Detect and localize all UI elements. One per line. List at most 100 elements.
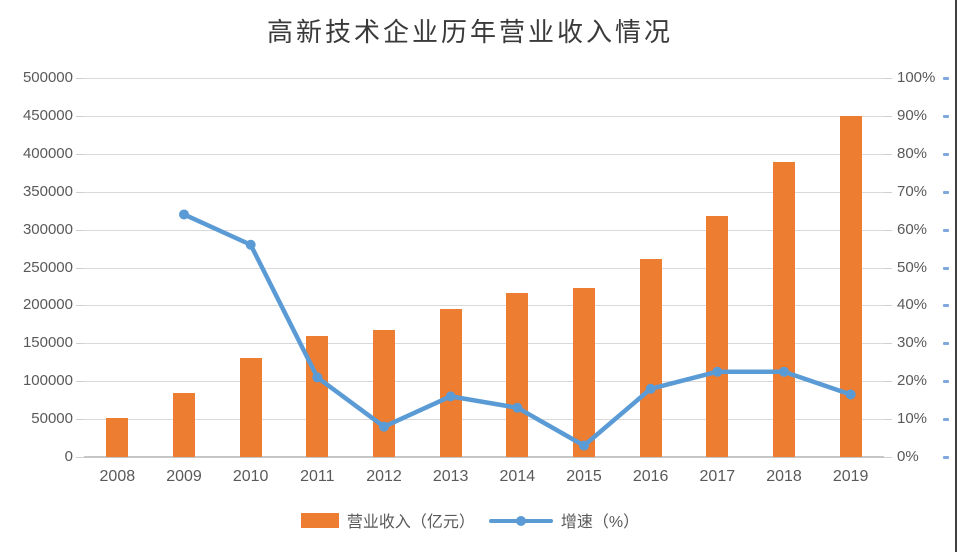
left-axis-tick [76, 229, 84, 231]
left-axis-tick [76, 305, 84, 307]
bar-2016 [639, 259, 662, 457]
left-axis-tick-label: 350000 [22, 182, 73, 200]
gridline [84, 191, 884, 193]
right-axis-tick [884, 115, 892, 117]
right-edge-tick [943, 342, 949, 346]
legend-label-revenue: 营业收入（亿元） [346, 514, 475, 531]
right-edge-tick [943, 380, 949, 384]
line-marker [179, 209, 189, 220]
line-marker [645, 383, 656, 394]
bar-2010 [239, 357, 262, 457]
gridline [84, 305, 884, 307]
legend-item-revenue: 营业收入（亿元） [300, 508, 475, 532]
right-edge-tick [943, 152, 949, 156]
left-axis-tick-label: 100000 [22, 372, 73, 390]
line-marker [845, 389, 856, 400]
bar-2009 [173, 392, 195, 457]
left-axis-tick-label: 400000 [22, 144, 73, 162]
gridline [84, 229, 884, 231]
bar-2018 [773, 162, 795, 457]
left-axis-tick-label: 50000 [31, 410, 73, 428]
legend-label-growth: 增速（%） [560, 514, 640, 531]
gridline [84, 115, 884, 117]
gridline [84, 381, 884, 383]
left-axis-tick [76, 419, 84, 421]
x-axis-label-2013: 2013 [432, 468, 469, 485]
bar-2019 [839, 115, 862, 457]
right-axis-tick [884, 229, 892, 231]
line-marker [245, 239, 256, 250]
x-axis-label-2008: 2008 [99, 468, 136, 485]
chart-title: 高新技术企业历年营业收入情况 [266, 18, 673, 47]
bar-2015 [573, 287, 595, 457]
right-axis-tick-label: 60% [897, 220, 928, 238]
right-axis-tick-label: 100% [897, 69, 936, 86]
left-axis-tick-label: 450000 [22, 106, 73, 124]
line-marker [579, 440, 589, 451]
x-axis-label-2015: 2015 [566, 468, 602, 485]
right-axis-tick-label: 70% [897, 182, 928, 200]
right-axis-tick [884, 267, 892, 269]
x-axis-label-2019: 2019 [832, 468, 869, 485]
window-edge-border [955, 0, 957, 552]
right-axis-tick [884, 457, 892, 458]
right-axis-tick-label: 0% [897, 448, 919, 465]
right-axis-tick [884, 381, 892, 383]
x-axis-label-2010: 2010 [232, 468, 269, 485]
x-axis-label-2012: 2012 [366, 468, 402, 485]
gridline [84, 267, 884, 269]
bar-2014 [506, 292, 529, 457]
gridline [84, 343, 884, 345]
right-edge-tick [943, 456, 949, 459]
right-axis-tick-label: 10% [897, 410, 928, 428]
left-axis-tick-label: 500000 [22, 69, 73, 86]
x-axis-label-2017: 2017 [699, 468, 736, 485]
right-edge-tick [943, 304, 949, 308]
legend-item-growth: 增速（%） [488, 508, 640, 532]
left-axis-tick-label: 200000 [22, 296, 73, 314]
left-axis-tick-label: 150000 [22, 334, 73, 352]
right-edge-tick [943, 77, 949, 80]
growth-line [179, 209, 856, 451]
bar-2008 [106, 417, 129, 457]
left-axis-tick [76, 115, 84, 117]
x-axis-line [84, 456, 884, 458]
right-axis-tick-label: 30% [897, 334, 928, 352]
right-edge-tick [943, 266, 949, 270]
right-axis-tick [884, 343, 892, 345]
right-axis-tick-label: 80% [897, 144, 928, 162]
line-marker [312, 372, 323, 383]
x-axis-label-2016: 2016 [632, 468, 669, 485]
left-axis-tick-label: 0 [64, 448, 73, 465]
left-axis-tick [76, 78, 84, 79]
plot-area [84, 78, 884, 458]
gridline [84, 78, 884, 79]
right-axis-tick [884, 305, 892, 307]
gridline [84, 419, 884, 421]
line-marker [779, 366, 789, 377]
right-edge-tick [943, 190, 949, 194]
line-series-swatch-icon [488, 513, 553, 528]
left-axis-tick-label: 300000 [22, 220, 73, 238]
line-marker [445, 391, 456, 402]
right-axis-tick-label: 50% [897, 258, 928, 276]
line-marker [379, 421, 389, 432]
right-axis-tick [884, 78, 892, 79]
x-axis-label-2009: 2009 [166, 468, 202, 485]
x-axis-label-2018: 2018 [766, 468, 802, 485]
left-axis-tick-label: 250000 [22, 258, 73, 276]
x-axis-label-2011: 2011 [300, 468, 335, 485]
gridline [84, 153, 884, 155]
line-marker [712, 366, 723, 377]
line-marker [512, 402, 523, 413]
left-axis-tick [76, 381, 84, 383]
right-axis-tick [884, 153, 892, 155]
right-axis-tick-label: 20% [897, 372, 928, 390]
right-edge-tick [943, 228, 949, 232]
left-axis-tick [76, 457, 84, 458]
right-edge-tick [943, 418, 949, 422]
left-axis-tick [76, 191, 84, 193]
right-axis-tick-label: 40% [897, 296, 928, 314]
x-axis-label-2014: 2014 [499, 468, 536, 485]
